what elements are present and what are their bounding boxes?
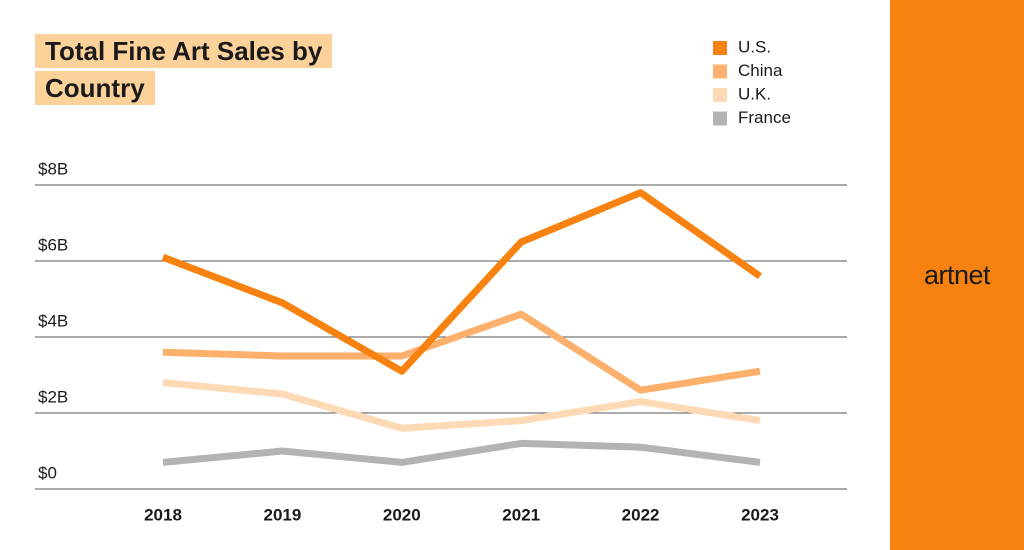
series-line (161, 189, 763, 375)
x-tick-label: 2019 (263, 505, 301, 524)
y-tick-label: $8B (38, 159, 68, 178)
y-tick-label: $6B (38, 235, 68, 254)
sidebar: artnet (890, 0, 1024, 550)
y-tick-label: $2B (38, 387, 68, 406)
x-tick-label: 2023 (741, 505, 779, 524)
series-line (162, 439, 761, 466)
y-tick-label: $0 (38, 463, 57, 482)
legend-label: France (738, 108, 791, 127)
legend-label: U.S. (738, 37, 771, 56)
brand-logo: artnet (923, 259, 991, 290)
y-tick-label: $4B (38, 311, 68, 330)
legend-label: U.K. (738, 84, 771, 103)
legend-swatch (713, 41, 727, 55)
legend-swatch (713, 64, 727, 79)
series-line (162, 310, 761, 394)
legend-swatch (713, 88, 727, 102)
legend-swatch (713, 111, 727, 126)
x-tick-label: 2022 (622, 505, 660, 524)
x-tick-label: 2020 (383, 505, 421, 524)
x-tick-label: 2021 (502, 505, 540, 524)
chart: $0 $2B $4B $6B $8B 2018 2019 2020 2021 2022 2023 U.… (35, 37, 847, 524)
legend-label: China (738, 61, 783, 80)
x-tick-label: 2018 (144, 505, 182, 524)
chart-title-box: Total Fine Art Sales by Country (35, 33, 333, 107)
series-line (162, 379, 761, 432)
